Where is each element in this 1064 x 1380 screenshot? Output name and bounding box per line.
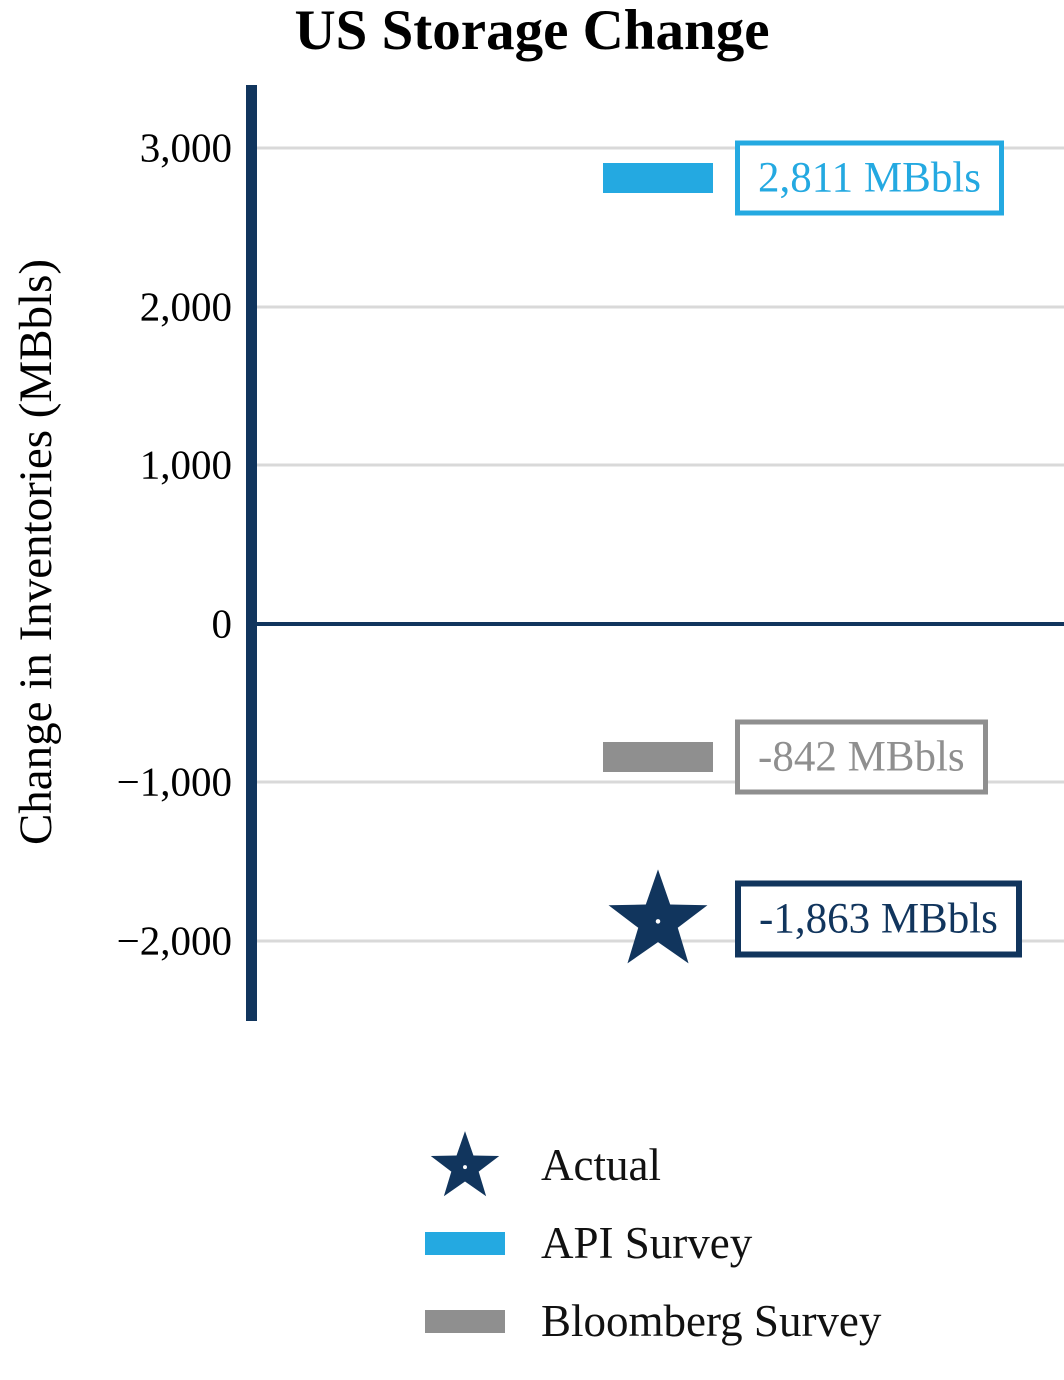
gridline-1000 bbox=[257, 463, 1064, 467]
legend-label-bloomberg-survey: Bloomberg Survey bbox=[541, 1296, 882, 1346]
bloomberg-survey-bar-marker bbox=[603, 742, 713, 773]
legend-item-api-survey: API Survey bbox=[415, 1204, 881, 1282]
bloomberg-survey-value-label: -842 MBbls bbox=[735, 719, 988, 795]
api-survey-bar-marker bbox=[603, 163, 713, 194]
legend-item-bloomberg-survey: Bloomberg Survey bbox=[415, 1282, 881, 1360]
legend-bloomberg-bar-icon bbox=[415, 1309, 515, 1333]
gridline-2000 bbox=[257, 305, 1064, 309]
legend-label-actual: Actual bbox=[541, 1140, 661, 1190]
api-survey-value-label: 2,811 MBbls bbox=[735, 140, 1004, 216]
zero-line bbox=[257, 621, 1064, 626]
y-tick-neg-1000: −1,000 bbox=[116, 758, 232, 805]
y-tick-neg-2000: −2,000 bbox=[116, 917, 232, 964]
y-axis-line bbox=[246, 85, 257, 1021]
gridline-neg-1000 bbox=[257, 780, 1064, 784]
gridline-3000 bbox=[257, 146, 1064, 150]
star-icon bbox=[608, 869, 708, 964]
chart-legend: Actual API Survey Bloomberg Survey bbox=[415, 1126, 881, 1360]
y-tick-2000: 2,000 bbox=[139, 283, 232, 330]
y-axis-label: Change in Inventories (MBbls) bbox=[10, 258, 62, 846]
y-tick-0: 0 bbox=[211, 600, 233, 647]
actual-star-marker bbox=[606, 869, 710, 969]
legend-item-actual: Actual bbox=[415, 1126, 881, 1204]
chart-title: US Storage Change bbox=[294, 0, 770, 62]
legend-api-bar-icon bbox=[415, 1231, 515, 1255]
legend-star-icon bbox=[415, 1130, 515, 1200]
gray-bar-icon bbox=[425, 1309, 505, 1333]
y-tick-3000: 3,000 bbox=[139, 124, 232, 171]
actual-value-label: -1,863 MBbls bbox=[735, 880, 1022, 958]
star-icon bbox=[430, 1130, 500, 1196]
legend-label-api-survey: API Survey bbox=[541, 1218, 753, 1268]
y-tick-1000: 1,000 bbox=[139, 441, 232, 488]
blue-bar-icon bbox=[425, 1231, 505, 1255]
